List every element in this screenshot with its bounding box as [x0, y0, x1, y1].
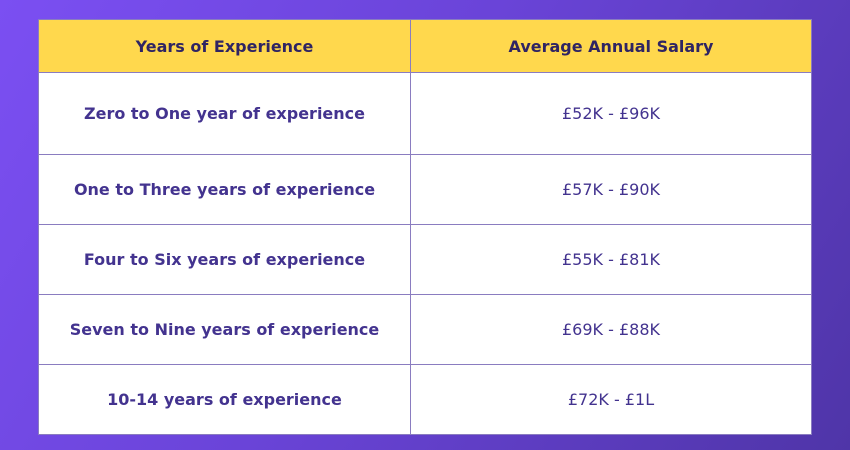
table-body: Zero to One year of experience £52K - £9… [38, 72, 812, 435]
salary-cell: £72K - £1L [410, 364, 812, 435]
salary-cell: £52K - £96K [410, 72, 812, 155]
salary-cell: £55K - £81K [410, 224, 812, 295]
salary-cell: £57K - £90K [410, 154, 812, 225]
table-row: 10-14 years of experience £72K - £1L [38, 364, 812, 435]
table-row: Four to Six years of experience £55K - £… [38, 224, 812, 295]
header-years-of-experience: Years of Experience [38, 19, 411, 73]
salary-cell: £69K - £88K [410, 294, 812, 365]
experience-cell: Zero to One year of experience [38, 72, 411, 155]
header-average-annual-salary: Average Annual Salary [410, 19, 812, 73]
header-row: Years of Experience Average Annual Salar… [38, 19, 812, 73]
experience-cell: Four to Six years of experience [38, 224, 411, 295]
salary-table: Years of Experience Average Annual Salar… [38, 19, 812, 435]
experience-cell: Seven to Nine years of experience [38, 294, 411, 365]
experience-cell: 10-14 years of experience [38, 364, 411, 435]
table-row: One to Three years of experience £57K - … [38, 154, 812, 225]
table-header: Years of Experience Average Annual Salar… [38, 19, 812, 73]
table-row: Seven to Nine years of experience £69K -… [38, 294, 812, 365]
table-row: Zero to One year of experience £52K - £9… [38, 72, 812, 155]
experience-cell: One to Three years of experience [38, 154, 411, 225]
